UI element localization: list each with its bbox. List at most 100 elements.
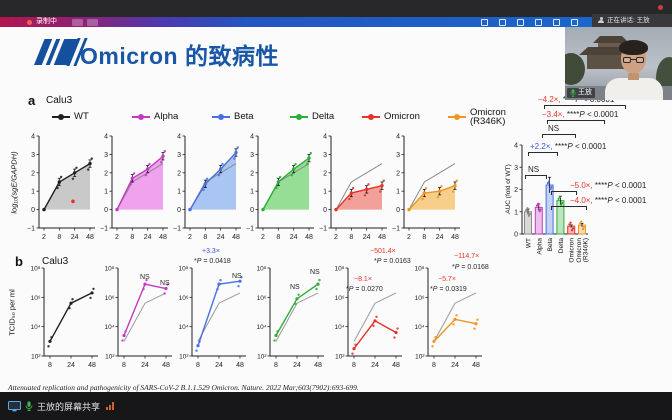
svg-text:Alpha: Alpha [536,238,543,255]
toolbar-pause-icon[interactable] [72,18,83,26]
legend-item-omicron: Omicron [362,107,420,127]
svg-text:3: 3 [104,152,108,159]
toolbar-chat-icon[interactable] [499,18,506,26]
auc-bar-chart: 0 1 2 3 4 AUC (fold of WT) WT Alpha Beta Delta Omi… [505,143,590,263]
svg-text:−1: −1 [100,226,108,233]
svg-text:−1: −1 [27,226,35,233]
svg-text:8: 8 [422,234,426,241]
svg-text:NS: NS [140,274,150,281]
toolbar-pen-icon[interactable] [481,18,488,26]
auc-comparison-annotation: −5.0×, ****P < 0.0001 [570,181,647,190]
panel-a-chart-beta: 4 3 2 1 0 −1 2 8 24 48 [173,134,241,241]
toolbar-participants-icon[interactable] [517,18,524,26]
webcam-person [619,40,648,55]
toolbar-stop-icon[interactable] [87,18,98,26]
svg-text:2: 2 [177,170,181,177]
svg-text:NS: NS [160,280,170,287]
legend-marker-icon [448,114,466,120]
recording-label: 录制中 [36,18,57,25]
slide-logo-icon [34,38,88,66]
svg-text:10⁴: 10⁴ [256,324,266,331]
toolbar-share-window-icon[interactable] [535,18,542,26]
svg-text:1: 1 [514,209,518,216]
svg-text:48: 48 [305,234,313,241]
svg-text:48: 48 [232,234,240,241]
mic-on-icon [570,89,576,97]
svg-text:2: 2 [42,234,46,241]
svg-text:−1: −1 [392,226,400,233]
meeting-status-bar: 王放的屏幕共享 [0,392,672,420]
panel-b-chart-alpha: 10⁸ 10⁶ 10⁴ 10² 8 24 48 NS NS [104,266,172,369]
svg-text:8: 8 [276,234,280,241]
shared-slide: Omicron 的致病性 a Calu3 WT Alpha Beta Delta Omi… [0,27,672,392]
window-record-dot-icon [658,5,663,10]
legend-label: Omicron (R346K) [470,106,506,127]
svg-text:48: 48 [314,362,322,369]
svg-text:10²: 10² [179,354,189,361]
screen-share-icon [8,400,21,411]
mic-on-icon [25,400,33,411]
svg-text:8: 8 [130,234,134,241]
panel-b-chart-beta: 10⁸ 10⁶ 10⁴ 10² 8 24 48 +3.3× *P = 0.0418 NS [178,248,246,369]
svg-text:10⁸: 10⁸ [179,266,189,273]
legend-item-beta: Beta [212,107,254,127]
svg-text:10⁶: 10⁶ [257,295,267,302]
svg-text:−5.7×: −5.7× [438,276,456,283]
comparison-bracket [551,191,577,195]
webcam-person-glasses [623,57,644,63]
svg-text:24: 24 [451,362,459,369]
legend-label: Alpha [154,111,179,123]
svg-text:48: 48 [159,234,167,241]
svg-text:0: 0 [104,207,108,214]
toolbar-layout-icon[interactable] [553,18,560,26]
svg-text:−501.4×: −501.4× [370,248,396,255]
svg-text:48: 48 [162,362,170,369]
svg-text:24: 24 [141,362,149,369]
svg-text:24: 24 [371,362,379,369]
panel-b-chart-delta: 10⁸ 10⁶ 10⁴ 10² 8 24 48 NS NS [256,266,324,369]
svg-text:10⁴: 10⁴ [104,324,114,331]
svg-text:2: 2 [261,234,265,241]
svg-text:8: 8 [352,362,356,369]
svg-text:−1: −1 [246,226,254,233]
svg-text:*P = 0.0319: *P = 0.0319 [430,286,467,293]
svg-text:Beta: Beta [547,238,554,252]
panel-a-label: a [28,93,36,108]
svg-text:AUC (fold of WT): AUC (fold of WT) [505,164,512,213]
svg-text:8: 8 [349,234,353,241]
svg-text:8: 8 [48,362,52,369]
webcam-name-tag: 王放 [567,88,595,98]
svg-text:NS: NS [290,284,300,291]
panel-b-ylabel: TCID₅₀ per ml [7,289,17,336]
speaker-person-icon [598,17,604,24]
active-speaker-label: 正在讲话: 王放 [607,17,650,24]
comparison-bracket [547,120,605,124]
toolbar-leave-icon[interactable] [571,18,578,26]
svg-text:24: 24 [293,362,301,369]
svg-text:0: 0 [514,232,518,239]
auc-comparison-annotation: +2.2×, ****P < 0.0001 [530,142,607,151]
webcam-background-tree [565,53,585,85]
comparison-bracket [528,152,558,156]
svg-text:8: 8 [432,362,436,369]
panel-a-chart-delta: 4 3 2 1 0 −1 2 8 24 48 [246,134,314,241]
legend-label: Delta [312,111,335,123]
window-titlebar [0,0,672,17]
svg-text:1: 1 [104,189,108,196]
svg-text:2: 2 [250,170,254,177]
svg-text:(R346K): (R346K) [583,238,590,262]
svg-text:48: 48 [86,234,94,241]
screen-share-label: 王放的屏幕共享 [37,401,101,412]
svg-text:WT: WT [526,238,533,248]
webcam-background-building [593,36,629,43]
svg-text:2: 2 [115,234,119,241]
svg-text:10⁶: 10⁶ [415,295,425,302]
svg-text:+3.3×: +3.3× [202,248,220,255]
svg-text:24: 24 [363,234,371,241]
legend-marker-icon [212,114,230,120]
svg-text:10²: 10² [335,354,345,361]
svg-text:3: 3 [177,152,181,159]
svg-text:1: 1 [177,189,181,196]
webcam-tile[interactable]: 王放 [565,27,672,100]
svg-text:4: 4 [514,143,518,150]
